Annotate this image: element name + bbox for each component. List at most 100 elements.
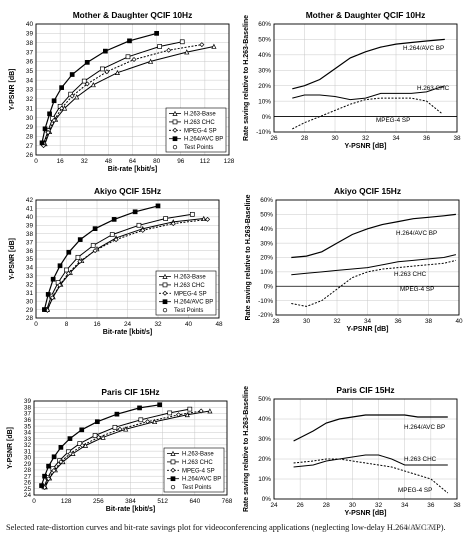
series-line-h-263-chc [43, 41, 183, 144]
series-line-mpeg-4-sp [291, 259, 457, 307]
chart-panel-5: 0 128 256 384 512 640 768242526272829303132333… [7, 387, 233, 513]
x-tick-label: 16 [57, 158, 65, 165]
data-point-h-264-avc-bp [59, 85, 64, 90]
data-point-h-264-avc-bp [47, 111, 52, 117]
series-annotation: H.264/AVC BP [396, 230, 437, 237]
legend-marker [170, 467, 176, 473]
data-point-mpeg-4-sp [205, 216, 211, 222]
x-tick-label: 512 [157, 498, 168, 505]
y-tick-label: 26 [24, 480, 32, 487]
legend-marker [162, 273, 168, 279]
data-point-mpeg-4-sp [51, 117, 57, 123]
series-line-h-263-chc [293, 454, 448, 468]
data-point-h-263-base [152, 418, 158, 425]
y-tick-label: 38 [24, 404, 32, 411]
data-point-mpeg-4-sp [170, 221, 176, 227]
data-point-h-263-chc [125, 54, 131, 60]
data-point-h-264-avc-bp [50, 276, 56, 282]
x-tick-label: 8 [65, 321, 69, 328]
y-tick-label: 38 [26, 40, 34, 47]
x-axis-label: Bit-rate [kbit/s] [106, 506, 155, 513]
y-axis-label: Y-PSNR [dB] [7, 427, 14, 469]
y-tick-label: 34 [24, 430, 32, 437]
legend-marker [162, 299, 168, 305]
y-axis-label: Rate saving relative to H.263-Baseline [245, 194, 252, 320]
x-axis-label: Bit-rate [kbit/s] [108, 166, 157, 173]
y-tick-label: 24 [24, 492, 32, 499]
series-annotation: MPEG-4 SP [398, 487, 432, 494]
data-point-h-264-avc-bp [45, 292, 51, 297]
x-tick-label: 48 [105, 158, 113, 165]
y-tick-label: 33 [26, 273, 34, 280]
series-h-263-chc [41, 39, 185, 147]
series-line-h-264-avc-bp [43, 205, 159, 310]
data-point-h-264-avc-bp [94, 419, 100, 425]
data-point-h-263-base [184, 49, 190, 55]
series-h-264-avc-bp [291, 213, 456, 259]
y-axis-label: Y-PSNR [dB] [9, 238, 16, 280]
y-tick-label: 10% [258, 98, 271, 105]
x-tick-label: 32 [375, 502, 383, 509]
data-point-mpeg-4-sp [199, 42, 205, 48]
chart-panel-3: 0 8 16 24 32 40 482829303132333435363738394041… [9, 186, 223, 336]
data-point-h-263-base [114, 69, 120, 76]
legend-entry: H.264/AVC BP [182, 477, 221, 483]
chart-panel-2: 26 28 30 32 34 36 38 -10% 0% 10% 20% 30% 40% 50% 60% Mo… [243, 10, 461, 150]
data-point-mpeg-4-sp [84, 81, 90, 87]
data-point-h-263-chc [136, 222, 142, 228]
x-tick-label: 40 [185, 321, 193, 328]
y-tick-label: 25 [24, 486, 32, 493]
data-point-h-264-avc-bp [57, 263, 63, 269]
data-point-h-264-avc-bp [46, 463, 51, 469]
x-axis-label: Y-PSNR [dB] [347, 326, 389, 333]
x-tick-label: 34 [364, 318, 372, 325]
plot-frame [33, 400, 228, 496]
y-tick-label: 38 [26, 231, 34, 238]
legend-marker [172, 110, 178, 116]
y-tick-label: 0% [262, 496, 272, 503]
data-point-mpeg-4-sp [46, 476, 52, 482]
y-tick-label: 20% [260, 255, 273, 262]
series-line-h-263-chc [291, 254, 457, 276]
legend-marker [170, 459, 176, 465]
data-point-h-263-base [184, 412, 190, 418]
y-tick-label: -10% [256, 129, 271, 136]
legend-marker [170, 476, 176, 482]
y-tick-label: 35 [26, 68, 34, 75]
legend-entry: H.263-Base [184, 112, 216, 118]
data-point-h-263-base [123, 426, 129, 432]
data-point-mpeg-4-sp [79, 442, 85, 448]
x-tick-label: 28 [272, 318, 280, 325]
figure-caption: Selected rate-distortion curves and bit-… [6, 523, 446, 532]
x-tick-label: 28 [301, 135, 309, 142]
series-line-h-264-avc-bp [41, 32, 157, 143]
legend-entry: Test Points [182, 485, 211, 491]
y-tick-label: 20% [258, 83, 271, 90]
data-point-h-263-chc [163, 216, 168, 221]
data-point-h-263-base [207, 408, 213, 414]
y-tick-label: 32 [24, 442, 32, 449]
y-tick-label: 50% [258, 37, 271, 44]
data-point-h-264-avc-bp [66, 249, 72, 255]
data-point-h-264-avc-bp [67, 436, 73, 441]
data-point-mpeg-4-sp [57, 282, 63, 288]
x-tick-label: 38 [453, 135, 461, 142]
x-tick-label: 32 [81, 158, 89, 165]
x-tick-label: 26 [270, 135, 278, 142]
data-point-mpeg-4-sp [104, 69, 110, 75]
x-tick-label: 128 [224, 158, 235, 165]
data-point-mpeg-4-sp [166, 47, 172, 53]
series-h-264-avc-bp [39, 402, 163, 488]
y-tick-label: 40 [26, 214, 34, 221]
legend: H.263-Base H.263 CHC MPEG-4 SP H.264/AVC BP… [155, 270, 217, 316]
x-tick-label: 640 [189, 498, 200, 505]
legend-entry: H.263-Base [182, 452, 214, 458]
y-tick-label: 30% [260, 240, 273, 247]
x-tick-label: 384 [125, 498, 136, 505]
x-tick-label: 112 [200, 158, 211, 165]
data-point-h-264-avc-bp [84, 60, 90, 65]
y-tick-label: 40% [258, 416, 271, 423]
data-point-h-264-avc-bp [155, 203, 161, 209]
y-tick-label: 33 [26, 87, 34, 94]
